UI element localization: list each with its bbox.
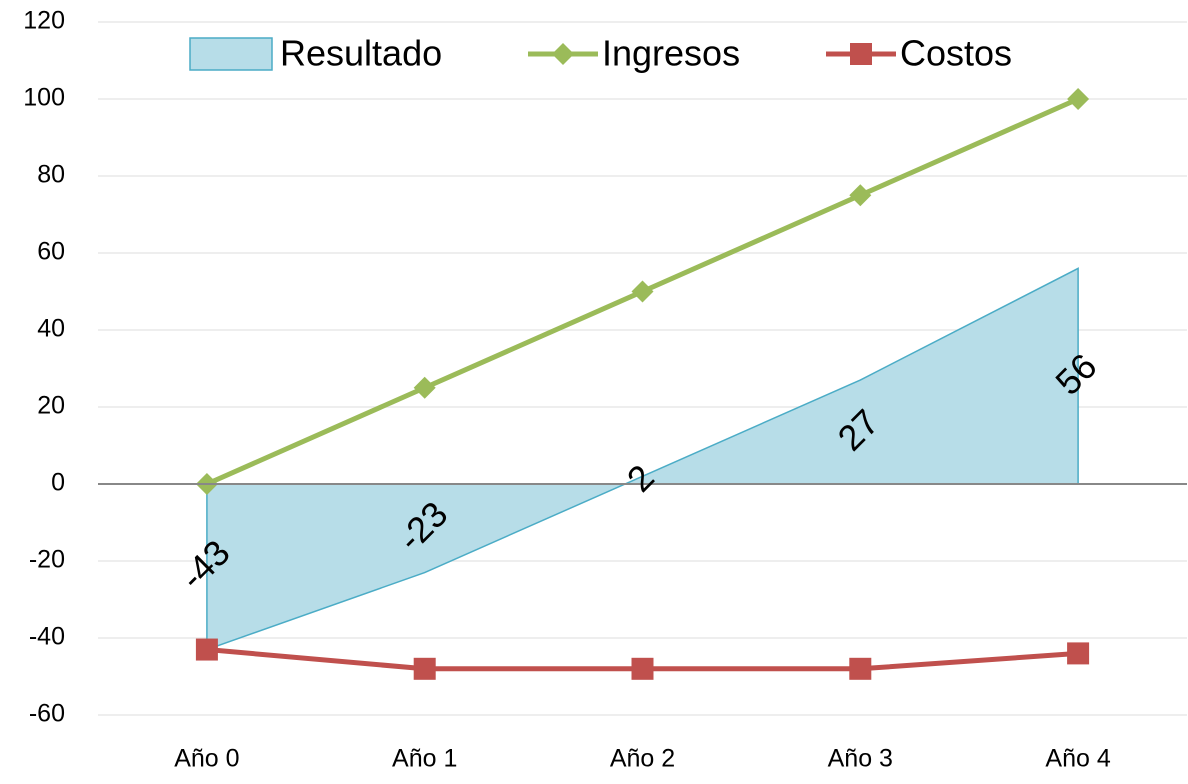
marker [631, 657, 654, 680]
marker [413, 376, 436, 399]
marker [849, 657, 872, 680]
y-tick-label: 120 [23, 7, 65, 35]
y-tick-label: 80 [37, 161, 65, 189]
legend-marker [552, 43, 574, 65]
marker [1067, 642, 1090, 665]
legend-label: Costos [900, 33, 1012, 74]
marker [1067, 88, 1090, 110]
y-tick-label: 60 [37, 238, 65, 266]
x-tick-label: Año 1 [392, 745, 457, 773]
y-tick-label: 0 [51, 469, 65, 497]
marker [195, 638, 218, 661]
legend-marker [850, 43, 872, 65]
legend-label: Resultado [280, 33, 442, 74]
marker [849, 184, 872, 207]
y-tick-label: -20 [29, 546, 65, 574]
y-tick-label: -40 [29, 623, 65, 651]
area [206, 267, 1079, 651]
y-tick-label: 20 [37, 392, 65, 420]
y-tick-label: 40 [37, 315, 65, 343]
legend-swatch [189, 37, 273, 71]
marker [413, 657, 436, 680]
x-tick-label: Año 0 [174, 745, 239, 773]
x-tick-label: Año 4 [1045, 745, 1110, 773]
legend-label: Ingresos [602, 33, 740, 74]
marker [631, 280, 654, 303]
x-tick-label: Año 2 [610, 745, 675, 773]
x-tick-label: Año 3 [828, 745, 893, 773]
y-tick-label: 100 [23, 84, 65, 112]
y-tick-label: -60 [29, 700, 65, 728]
